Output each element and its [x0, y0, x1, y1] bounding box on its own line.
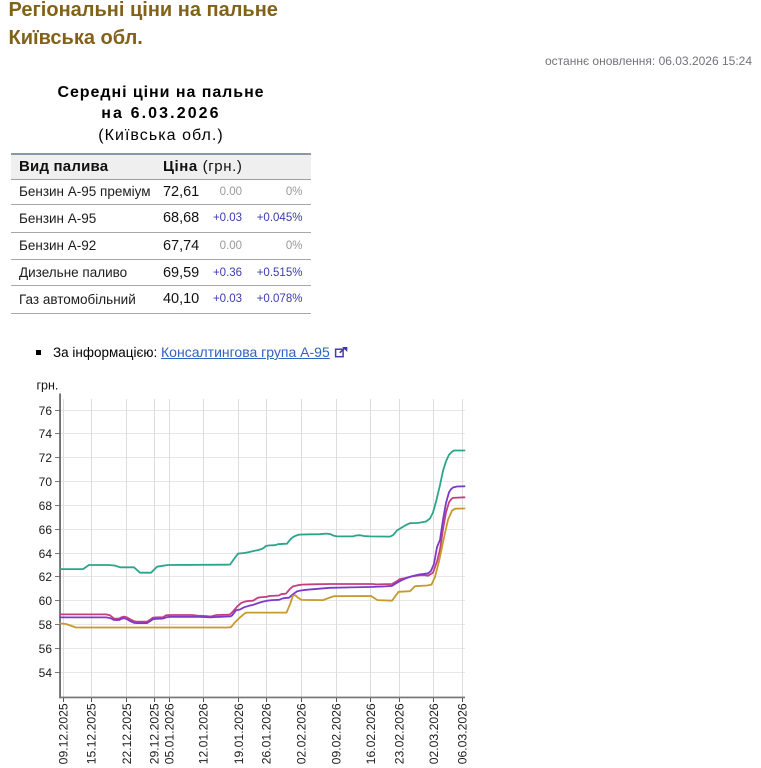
svg-text:15.12.2025: 15.12.2025: [84, 703, 98, 764]
svg-text:22.12.2025: 22.12.2025: [120, 703, 134, 764]
svg-text:70: 70: [39, 475, 53, 489]
svg-text:грн.: грн.: [37, 379, 59, 393]
svg-text:58: 58: [39, 618, 53, 632]
svg-text:54: 54: [39, 666, 53, 680]
svg-text:23.02.2026: 23.02.2026: [393, 703, 407, 764]
svg-text:29.12.2025: 29.12.2025: [148, 703, 162, 764]
svg-text:74: 74: [39, 427, 53, 441]
svg-text:72: 72: [39, 451, 53, 465]
svg-text:09.02.2026: 09.02.2026: [330, 703, 344, 764]
svg-text:68: 68: [39, 499, 53, 513]
svg-text:62: 62: [39, 570, 53, 584]
svg-text:09.12.2025: 09.12.2025: [57, 703, 71, 764]
svg-text:64: 64: [39, 547, 53, 561]
svg-text:12.01.2026: 12.01.2026: [196, 703, 210, 764]
svg-text:05.01.2026: 05.01.2026: [162, 703, 176, 764]
svg-text:02.03.2026: 02.03.2026: [427, 703, 441, 764]
svg-text:56: 56: [39, 642, 53, 656]
svg-text:06.03.2026: 06.03.2026: [456, 703, 470, 764]
svg-text:76: 76: [39, 404, 53, 418]
svg-text:26.01.2026: 26.01.2026: [260, 703, 274, 764]
svg-text:16.02.2026: 16.02.2026: [364, 703, 378, 764]
svg-text:66: 66: [39, 523, 53, 537]
svg-text:19.01.2026: 19.01.2026: [232, 703, 246, 764]
svg-text:60: 60: [39, 594, 53, 608]
svg-text:02.02.2026: 02.02.2026: [295, 703, 309, 764]
